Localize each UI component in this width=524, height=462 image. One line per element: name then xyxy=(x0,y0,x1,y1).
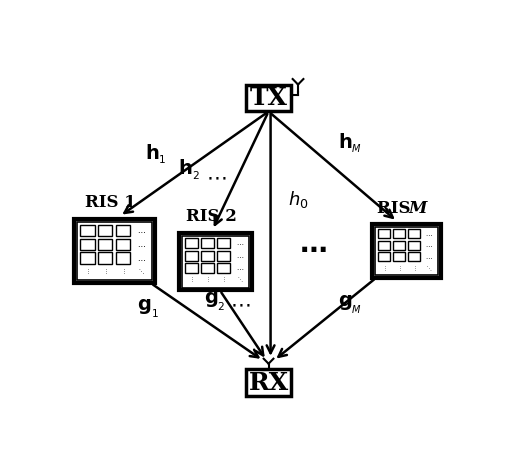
Text: $\vdots$: $\vdots$ xyxy=(189,276,194,285)
Bar xyxy=(98,238,113,249)
Bar xyxy=(182,236,249,288)
Bar xyxy=(80,253,94,264)
Text: $_2$: $_2$ xyxy=(217,298,225,313)
Text: $\vdots$: $\vdots$ xyxy=(381,264,386,273)
Bar xyxy=(116,238,130,249)
Text: TX: TX xyxy=(249,86,288,110)
Bar xyxy=(77,222,151,280)
Bar xyxy=(185,251,198,261)
Bar xyxy=(378,252,390,261)
Bar xyxy=(393,229,405,238)
Bar xyxy=(378,229,390,238)
Bar xyxy=(378,241,390,250)
Bar xyxy=(201,238,214,248)
Bar xyxy=(217,251,230,261)
Bar xyxy=(408,229,420,238)
Text: RX: RX xyxy=(248,371,289,395)
Text: $_1$: $_1$ xyxy=(158,151,166,166)
Text: $h_0$: $h_0$ xyxy=(288,189,309,210)
Text: $\mathbf{g}$: $\mathbf{g}$ xyxy=(337,293,352,312)
Text: $\cdots$: $\cdots$ xyxy=(137,254,146,262)
Text: $\cdots$: $\cdots$ xyxy=(205,167,226,187)
Bar xyxy=(185,238,198,248)
Bar xyxy=(80,225,94,236)
Bar xyxy=(372,225,441,278)
Text: $\cdots$: $\cdots$ xyxy=(137,226,146,235)
Bar xyxy=(185,263,198,273)
Text: $_M$: $_M$ xyxy=(351,141,361,155)
Bar xyxy=(408,241,420,250)
Text: M: M xyxy=(409,200,427,217)
Text: $\vdots$: $\vdots$ xyxy=(85,267,90,276)
Bar xyxy=(80,238,94,249)
Text: $\cdots$: $\cdots$ xyxy=(425,231,433,237)
Bar xyxy=(246,85,291,111)
Bar xyxy=(116,225,130,236)
Text: $\ddots$: $\ddots$ xyxy=(427,264,432,273)
Text: $\mathbf{h}$: $\mathbf{h}$ xyxy=(178,159,193,178)
Text: $\cdots$: $\cdots$ xyxy=(236,253,244,259)
Text: $\cdots$: $\cdots$ xyxy=(236,240,244,246)
Text: $\mathbf{g}$: $\mathbf{g}$ xyxy=(137,297,151,316)
Bar xyxy=(375,227,439,275)
Bar xyxy=(201,263,214,273)
Text: $\cdots$: $\cdots$ xyxy=(425,243,433,249)
Text: $\mathbf{h}$: $\mathbf{h}$ xyxy=(337,133,352,152)
Text: $\mathbf{g}$: $\mathbf{g}$ xyxy=(203,290,218,309)
Bar xyxy=(393,252,405,261)
Bar xyxy=(98,225,113,236)
Bar xyxy=(217,263,230,273)
Text: $\ddots$: $\ddots$ xyxy=(237,276,243,285)
Text: $\mathbf{h}$: $\mathbf{h}$ xyxy=(145,144,159,163)
Bar xyxy=(98,253,113,264)
Bar xyxy=(246,370,291,396)
Text: $\vdots$: $\vdots$ xyxy=(205,276,210,285)
Text: RIS 2: RIS 2 xyxy=(186,208,237,225)
Bar xyxy=(201,251,214,261)
Text: $\cdots$: $\cdots$ xyxy=(236,265,244,271)
Text: $_2$: $_2$ xyxy=(192,167,200,182)
Bar xyxy=(73,219,155,283)
Bar xyxy=(116,253,130,264)
Bar xyxy=(408,252,420,261)
Text: $\boldsymbol{\cdots}$: $\boldsymbol{\cdots}$ xyxy=(299,235,327,263)
Text: RIS: RIS xyxy=(377,200,416,217)
Text: $\vdots$: $\vdots$ xyxy=(222,276,226,285)
Bar xyxy=(217,238,230,248)
Text: RIS 1: RIS 1 xyxy=(85,194,136,211)
Bar xyxy=(179,233,253,290)
Text: $_M$: $_M$ xyxy=(352,302,362,316)
Text: $\cdots$: $\cdots$ xyxy=(137,240,146,249)
Text: $\cdots$: $\cdots$ xyxy=(230,294,250,315)
Text: $\vdots$: $\vdots$ xyxy=(121,267,126,276)
Text: $\cdots$: $\cdots$ xyxy=(425,254,433,260)
Text: $\vdots$: $\vdots$ xyxy=(412,264,417,273)
Text: $\vdots$: $\vdots$ xyxy=(397,264,401,273)
Text: $\ddots$: $\ddots$ xyxy=(138,267,145,276)
Text: $\vdots$: $\vdots$ xyxy=(103,267,108,276)
Bar xyxy=(393,241,405,250)
Text: $_1$: $_1$ xyxy=(151,305,159,320)
